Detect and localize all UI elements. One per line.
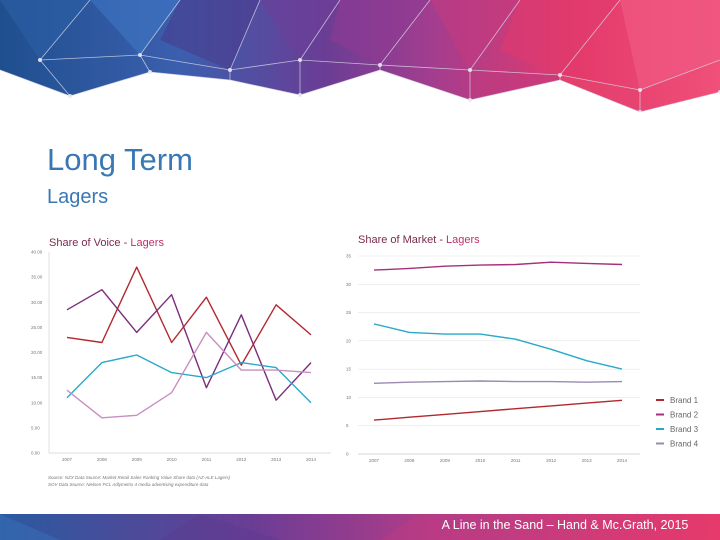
x-tick-label: 2012 xyxy=(236,457,247,462)
legend-label-brand-2: Brand 2 xyxy=(670,411,699,420)
x-tick-label: 2007 xyxy=(369,458,380,463)
x-tick-label: 2009 xyxy=(440,458,451,463)
legend-label-brand-1: Brand 1 xyxy=(670,396,699,405)
voice-chart-title: Share of Voice - Lagers xyxy=(49,237,164,249)
y-tick-label: 35 xyxy=(346,254,352,259)
x-tick-label: 2010 xyxy=(167,457,178,462)
x-tick-label: 2011 xyxy=(511,458,521,463)
y-tick-label: 0.00 xyxy=(31,451,40,456)
y-tick-label: 20.00 xyxy=(31,350,43,355)
y-tick-label: 30.00 xyxy=(31,300,43,305)
series-line-brand-4 xyxy=(66,331,312,419)
footer-citation: A Line in the Sand – Hand & Mc.Grath, 20… xyxy=(441,518,689,532)
x-tick-label: 2010 xyxy=(475,458,486,463)
legend-label-brand-4: Brand 4 xyxy=(670,440,699,449)
chart-legend: Brand 1 Brand 2 Brand 3 Brand 4 xyxy=(656,396,699,449)
y-tick-label: 20 xyxy=(346,338,352,343)
series-line-brand-3 xyxy=(373,323,623,370)
series-line-brand-1 xyxy=(66,266,312,366)
y-tick-label: 40.00 xyxy=(31,250,43,255)
voice-chart-lines xyxy=(66,266,312,419)
y-tick-label: 10 xyxy=(346,395,352,400)
voice-chart-axes: 0.00 5.00 10.00 15.00 20.00 25.00 30.00 35.00 40… xyxy=(31,250,331,462)
x-tick-label: 2014 xyxy=(617,458,628,463)
y-tick-label: 15 xyxy=(346,367,352,372)
slide-subtitle: Lagers xyxy=(47,186,109,208)
legend-label-brand-3: Brand 3 xyxy=(670,425,699,434)
slide-title: Long Term xyxy=(47,142,193,177)
series-line-brand-1 xyxy=(373,399,623,421)
x-tick-label: 2011 xyxy=(202,457,212,462)
x-tick-label: 2008 xyxy=(97,457,108,462)
market-chart-axes: 0 5 10 15 20 25 30 35 2007 2008 2009 2010 2011 2012 20… xyxy=(346,254,640,463)
y-tick-label: 10.00 xyxy=(31,400,43,405)
market-chart-lines xyxy=(373,261,623,421)
share-of-voice-chart: Share of Voice - Lagers 0.00 5.00 10.00 15.… xyxy=(31,237,331,462)
decorative-banner xyxy=(0,0,720,112)
market-chart-grid xyxy=(358,255,640,455)
x-tick-label: 2007 xyxy=(62,457,73,462)
market-chart-title: Share of Market - Lagers xyxy=(358,234,480,246)
footer-bar xyxy=(0,514,720,540)
series-line-brand-2 xyxy=(373,261,623,271)
y-tick-label: 5.00 xyxy=(31,425,40,430)
x-tick-label: 2013 xyxy=(271,457,282,462)
share-of-market-chart: Share of Market - Lagers 0 5 10 15 20 25 30 35 2… xyxy=(346,234,699,463)
x-tick-label: 2009 xyxy=(132,457,143,462)
source-note-2: SOV Data Source: Nielsen PCL Adlymetrix … xyxy=(48,482,209,487)
y-tick-label: 15.00 xyxy=(31,375,43,380)
y-tick-label: 35.00 xyxy=(31,275,43,280)
x-tick-label: 2008 xyxy=(404,458,415,463)
y-tick-label: 30 xyxy=(346,282,352,287)
source-note-1: Source: NZX Data Source: Market Retail S… xyxy=(48,475,231,480)
y-tick-label: 0 xyxy=(346,452,349,457)
series-line-brand-2 xyxy=(66,289,312,401)
x-tick-label: 2014 xyxy=(306,457,317,462)
x-tick-label: 2012 xyxy=(546,458,557,463)
y-tick-label: 25.00 xyxy=(31,325,43,330)
series-line-brand-4 xyxy=(373,380,623,384)
y-tick-label: 25 xyxy=(346,310,352,315)
x-tick-label: 2013 xyxy=(582,458,593,463)
series-line-brand-3 xyxy=(66,354,312,404)
y-tick-label: 5 xyxy=(346,423,349,428)
